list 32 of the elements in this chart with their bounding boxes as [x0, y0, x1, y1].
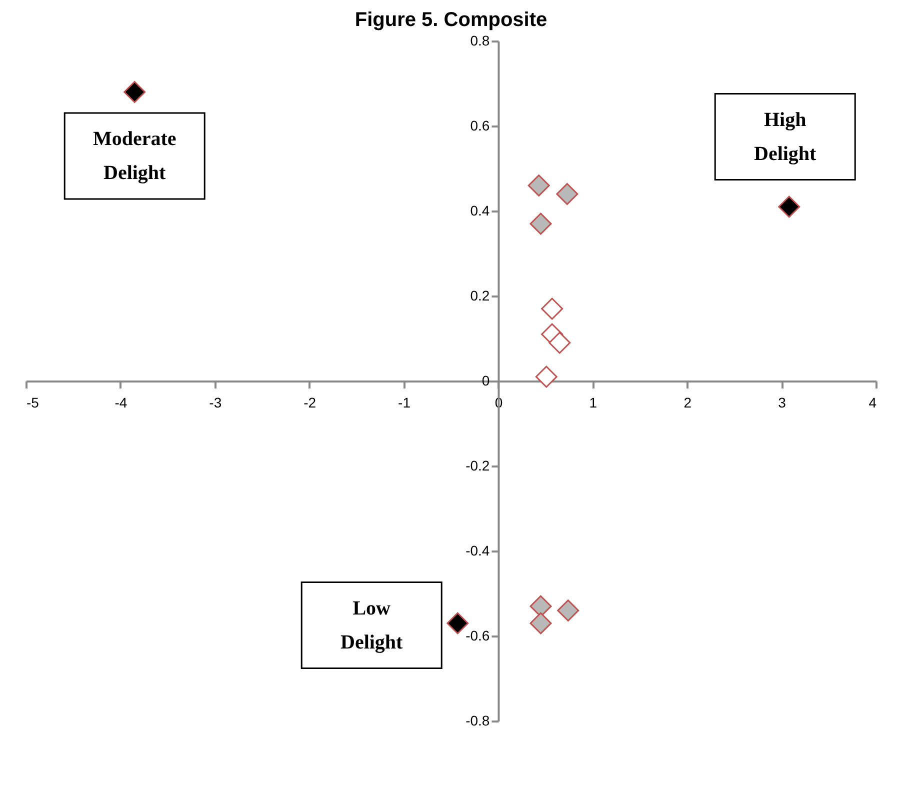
y-tick-label: 0.8 — [470, 32, 490, 48]
point — [778, 196, 800, 218]
x-tick-label: -3 — [209, 394, 222, 410]
y-tick-label: -0.8 — [466, 712, 490, 728]
point — [124, 81, 146, 103]
x-tick-label: 3 — [778, 394, 786, 410]
annotation: Moderate Delight — [92, 128, 176, 184]
x-tick-label: -1 — [398, 394, 411, 410]
y-tick-label: -0.4 — [466, 542, 490, 558]
x-tick-label: -2 — [304, 394, 316, 410]
x-tick-label: 4 — [868, 394, 877, 410]
y-tick-label: 0.2 — [470, 288, 490, 304]
point — [556, 183, 578, 205]
point — [541, 298, 564, 320]
y-tick-label: -0.2 — [466, 458, 490, 474]
point — [530, 612, 552, 634]
x-tick-label: 2 — [684, 394, 692, 410]
y-tick-label: 0.6 — [470, 118, 490, 134]
annotation: High Delight — [754, 108, 817, 165]
point — [528, 174, 550, 196]
point — [530, 212, 552, 235]
y-tick-label: 0 — [482, 372, 490, 388]
point — [535, 366, 558, 388]
annotation: Low Delight — [340, 597, 404, 654]
x-tick-label: 1 — [589, 394, 598, 410]
y-tick-label: -0.6 — [466, 628, 490, 644]
y-tick-label: 0.4 — [470, 202, 490, 218]
x-tick-label: -4 — [114, 394, 128, 410]
point — [548, 332, 571, 354]
chart-title: Figure 5. Composite — [354, 9, 548, 31]
point — [557, 600, 580, 622]
x-tick-label: -5 — [26, 394, 40, 410]
